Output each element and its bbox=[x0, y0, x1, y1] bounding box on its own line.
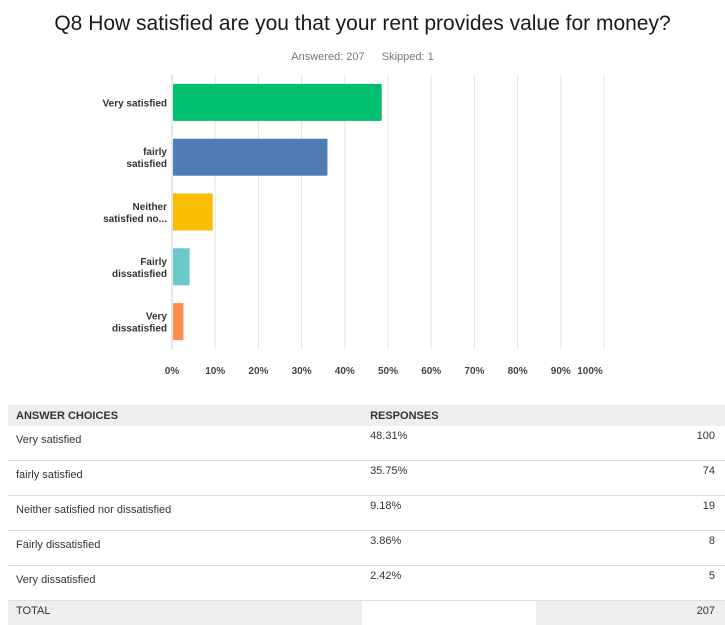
category-label: satisfied no... bbox=[103, 214, 167, 225]
bar bbox=[173, 84, 382, 121]
bar bbox=[173, 248, 190, 285]
x-tick-label: 60% bbox=[421, 366, 441, 377]
percent-cell: 48.31% bbox=[362, 426, 536, 461]
count-cell: 19 bbox=[536, 496, 725, 531]
category-label: Neither bbox=[133, 202, 168, 213]
choice-cell: Fairly dissatisfied bbox=[8, 531, 362, 566]
bar bbox=[173, 139, 327, 176]
total-row: TOTAL 207 bbox=[8, 601, 725, 625]
x-tick-label: 70% bbox=[464, 366, 484, 377]
total-label: TOTAL bbox=[8, 601, 362, 625]
percent-cell: 3.86% bbox=[362, 531, 536, 566]
bar bbox=[173, 194, 213, 231]
percent-cell: 9.18% bbox=[362, 496, 536, 531]
total-count: 207 bbox=[536, 601, 725, 625]
count-cell: 74 bbox=[536, 461, 725, 496]
responses-table: ANSWER CHOICES RESPONSES Very satisfied … bbox=[8, 405, 725, 625]
total-spacer bbox=[362, 601, 536, 625]
x-tick-label: 90% bbox=[551, 366, 571, 377]
choice-cell: fairly satisfied bbox=[8, 461, 362, 496]
count-cell: 8 bbox=[536, 531, 725, 566]
bar bbox=[173, 303, 183, 340]
x-tick-label: 10% bbox=[205, 366, 225, 377]
table-header-row: ANSWER CHOICES RESPONSES bbox=[8, 405, 725, 426]
table-row: fairly satisfied 35.75% 74 bbox=[8, 461, 725, 496]
category-label: fairly bbox=[143, 147, 167, 158]
table-row: Fairly dissatisfied 3.86% 8 bbox=[8, 531, 725, 566]
category-label: satisfied bbox=[126, 159, 167, 170]
header-answer-choices: ANSWER CHOICES bbox=[8, 405, 362, 426]
percent-cell: 2.42% bbox=[362, 566, 536, 601]
x-tick-label: 20% bbox=[248, 366, 268, 377]
category-label: Fairly bbox=[140, 257, 167, 268]
count-cell: 5 bbox=[536, 566, 725, 601]
category-label: dissatisfied bbox=[112, 324, 167, 335]
category-label: Very bbox=[146, 312, 168, 323]
x-tick-label: 0% bbox=[165, 366, 180, 377]
table-row: Very satisfied 48.31% 100 bbox=[8, 426, 725, 461]
bar-chart: 0% 10% 20% 30% 40% 50% 60% 70% 80% 90% 100% Very sa… bbox=[0, 0, 725, 400]
count-cell: 100 bbox=[536, 426, 725, 461]
x-tick-label: 30% bbox=[292, 366, 312, 377]
x-tick-label: 100% bbox=[577, 366, 603, 377]
choice-cell: Very dissatisfied bbox=[8, 566, 362, 601]
category-label: Very satisfied bbox=[103, 98, 167, 109]
choice-cell: Neither satisfied nor dissatisfied bbox=[8, 496, 362, 531]
x-tick-label: 40% bbox=[335, 366, 355, 377]
x-tick-label: 50% bbox=[378, 366, 398, 377]
header-responses: RESPONSES bbox=[362, 405, 536, 426]
table-row: Very dissatisfied 2.42% 5 bbox=[8, 566, 725, 601]
x-tick-label: 80% bbox=[508, 366, 528, 377]
header-count bbox=[536, 405, 725, 426]
choice-cell: Very satisfied bbox=[8, 426, 362, 461]
category-label: dissatisfied bbox=[112, 269, 167, 280]
percent-cell: 35.75% bbox=[362, 461, 536, 496]
table-row: Neither satisfied nor dissatisfied 9.18%… bbox=[8, 496, 725, 531]
